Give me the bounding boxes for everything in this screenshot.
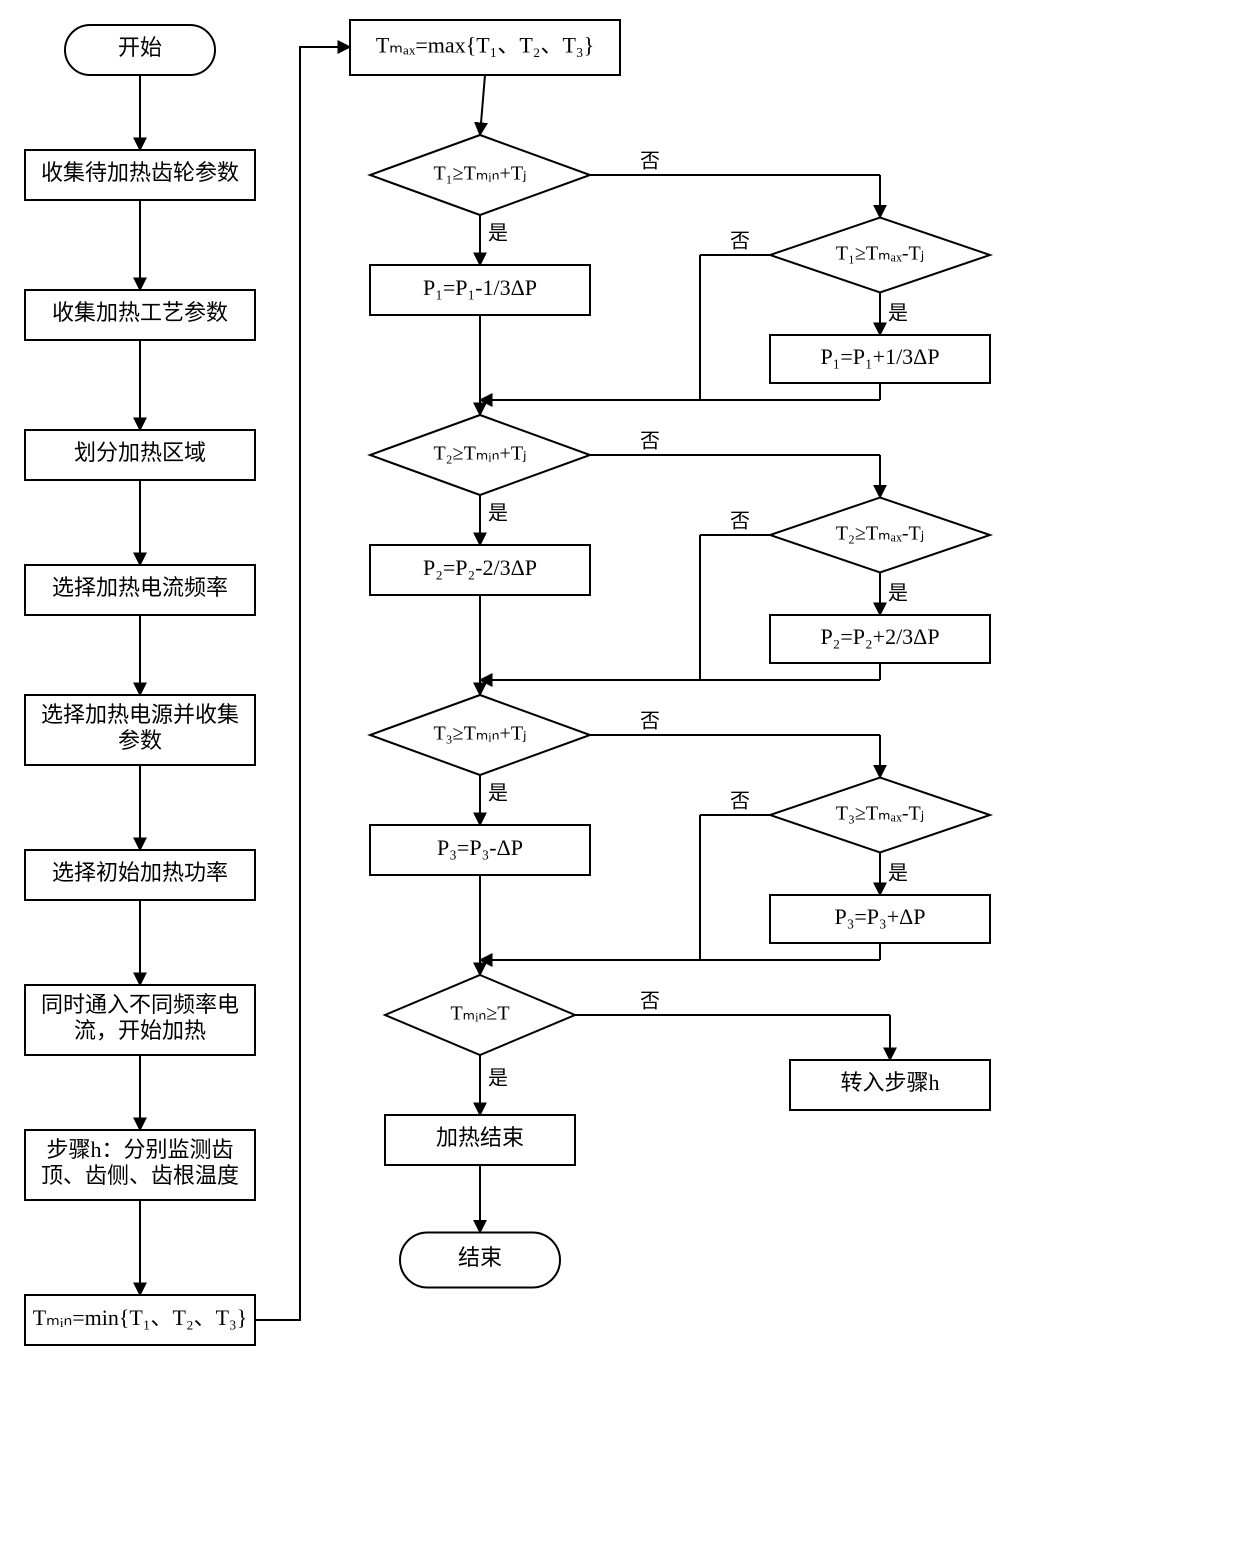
left-step-6-label: 流，开始加热 — [74, 1018, 206, 1043]
arrow — [480, 75, 485, 135]
d3-label: T₃≥Tₘᵢₙ+Tⱼ — [433, 723, 526, 745]
done-box-label: 加热结束 — [436, 1125, 524, 1150]
branch-label: 是 — [488, 503, 508, 525]
arrow — [255, 47, 350, 1320]
branch-label: 否 — [640, 991, 660, 1013]
d2r-label: T₂≥Tₘₐₓ-Tⱼ — [836, 523, 925, 545]
left-step-0-label: 收集待加热齿轮参数 — [41, 160, 239, 185]
p3-plus-label: P₃=P₃+ΔP — [834, 904, 925, 929]
d4-label: Tₘᵢₙ≥T — [450, 1003, 509, 1025]
d1-label: T₁≥Tₘᵢₙ+Tⱼ — [433, 163, 526, 185]
d2-label: T₂≥Tₘᵢₙ+Tⱼ — [433, 443, 526, 465]
tmax-box-label: Tₘₐₓ=max{T₁、T₂、T₃} — [376, 33, 594, 58]
p3-minus-label: P₃=P₃-ΔP — [437, 835, 523, 860]
left-step-7-label: 顶、齿侧、齿根温度 — [41, 1163, 239, 1188]
left-step-6-label: 同时通入不同频率电 — [41, 992, 239, 1017]
d1r-label: T₁≥Tₘₐₓ-Tⱼ — [836, 243, 925, 265]
left-step-7-label: 步骤h：分别监测齿 — [46, 1137, 233, 1162]
tmin-box-label: Tₘᵢₙ=min{T₁、T₂、T₃} — [33, 1305, 248, 1330]
branch-label: 是 — [888, 303, 908, 325]
left-step-3-label: 选择加热电流频率 — [52, 575, 228, 600]
p1-minus-label: P₁=P₁-1/3ΔP — [423, 275, 537, 300]
left-step-5-label: 选择初始加热功率 — [52, 860, 228, 885]
branch-label: 是 — [888, 863, 908, 885]
branch-label: 是 — [488, 783, 508, 805]
goto-box-label: 转入步骤h — [840, 1070, 939, 1095]
branch-label: 是 — [488, 1068, 508, 1090]
p2-minus-label: P₂=P₂-2/3ΔP — [423, 555, 537, 580]
d3r-label: T₃≥Tₘₐₓ-Tⱼ — [836, 803, 925, 825]
branch-label: 是 — [888, 583, 908, 605]
left-step-4-label: 参数 — [118, 728, 162, 753]
left-step-1-label: 收集加热工艺参数 — [52, 300, 228, 325]
branch-label: 否 — [640, 711, 660, 733]
end-terminator-label: 结束 — [458, 1245, 502, 1270]
branch-label: 否 — [730, 791, 750, 813]
branch-label: 否 — [730, 231, 750, 253]
p1-plus-label: P₁=P₁+1/3ΔP — [820, 344, 939, 369]
branch-label: 否 — [640, 151, 660, 173]
branch-label: 否 — [730, 511, 750, 533]
left-step-2-label: 划分加热区域 — [74, 440, 206, 465]
branch-label: 是 — [488, 223, 508, 245]
p2-plus-label: P₂=P₂+2/3ΔP — [820, 624, 939, 649]
branch-label: 否 — [640, 431, 660, 453]
start-terminator-label: 开始 — [118, 35, 162, 60]
left-step-4-label: 选择加热电源并收集 — [41, 702, 239, 727]
